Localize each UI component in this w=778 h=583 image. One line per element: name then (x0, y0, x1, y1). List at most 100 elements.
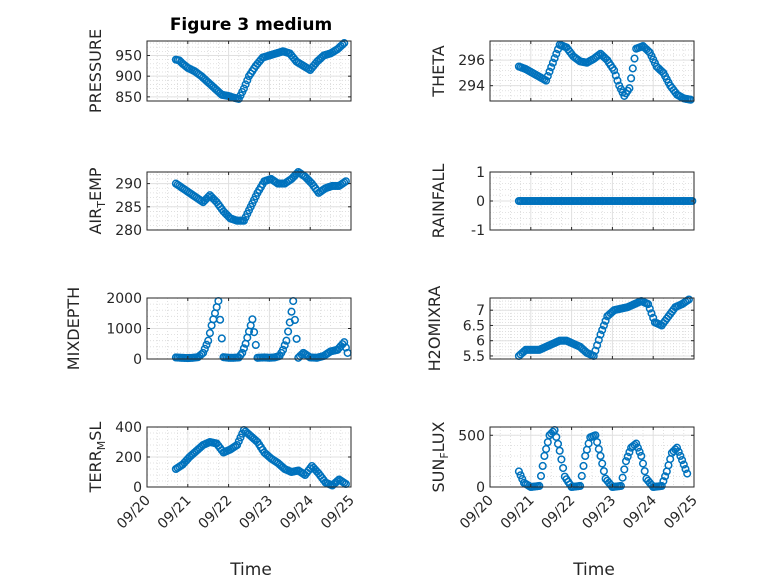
data-point-interp (681, 465, 690, 474)
data-point-interp (559, 463, 568, 473)
data-point-interp (645, 304, 654, 313)
data-point (340, 338, 349, 347)
data-point (535, 481, 544, 491)
data-point (657, 481, 666, 491)
y-tick-label: 200 (115, 450, 142, 466)
y-tick-label: 290 (115, 177, 142, 193)
subplot-left-1: 850 900 950 PRESSURE (86, 29, 352, 113)
data-point-interp (547, 63, 556, 72)
y-axis-label-subscript: M (95, 441, 108, 451)
x-ticks (489, 41, 695, 101)
data-point (278, 345, 288, 354)
y-axis-label-part: SUN (429, 459, 448, 493)
minor-grid (490, 171, 694, 231)
data-point-interp (661, 472, 670, 481)
data-point (576, 481, 585, 491)
data-point (596, 330, 605, 339)
figure-title: Figure 3 medium (170, 15, 332, 35)
data-point-interp (635, 447, 644, 456)
data-point-interp (627, 74, 636, 83)
major-grid (147, 41, 351, 101)
data-point (610, 66, 619, 75)
x-ticks (489, 298, 695, 359)
data-point (555, 446, 564, 455)
panels: 850 900 950 PRESSURE 294 296 THETA 280 285 290 AIR… (64, 29, 701, 532)
data-point (233, 440, 242, 450)
data-point-interp (550, 54, 559, 63)
y-tick-label: 0 (476, 194, 485, 210)
x-axis-label-left: Time (229, 560, 272, 580)
major-grid (490, 41, 694, 101)
y-tick-label: 6.5 (463, 318, 485, 334)
y-tick-label: 5.5 (463, 349, 485, 365)
data-point-interp (204, 192, 213, 201)
data-point-interp (618, 473, 627, 482)
data-point-interp (251, 340, 260, 350)
data-point-interp (557, 455, 566, 464)
data-point-interp (593, 341, 602, 350)
data-point-interp (543, 72, 552, 81)
data-point-interp (243, 76, 252, 85)
data-point-interp (594, 50, 603, 60)
y-axis-label-part: SL (86, 422, 105, 441)
data-point-interp (552, 49, 561, 58)
y-axis-label: MIXDEPTH (64, 287, 83, 370)
data-point (239, 84, 248, 93)
data-point-interp (647, 309, 656, 318)
series-markers (514, 196, 697, 206)
y-tick-label: 0 (133, 352, 142, 368)
y-axis-label: AIRTEMP (86, 167, 108, 234)
data-point-interp (284, 327, 293, 336)
data-point-interp (538, 461, 547, 471)
data-point-interp (598, 325, 607, 335)
data-point (199, 348, 208, 357)
data-point-interp (598, 459, 607, 468)
y-tick-label: 7 (476, 303, 485, 319)
data-point-interp (594, 335, 603, 344)
y-tick-label: 500 (458, 428, 485, 444)
series-markers (514, 426, 692, 492)
y-axis-label: SUNFLUX (429, 421, 451, 492)
data-point-interp (239, 344, 248, 353)
y-tick-label: 280 (115, 223, 142, 239)
data-point (621, 457, 631, 466)
y-axis-label: PRESSURE (86, 29, 105, 113)
data-point-interp (659, 477, 668, 486)
data-point (678, 456, 687, 465)
y-axis-label-subscript: F (438, 452, 451, 458)
data-point-interp (620, 465, 629, 474)
data-point-interp (280, 341, 289, 350)
data-point-interp (676, 451, 685, 461)
axes-box (146, 171, 352, 231)
data-point-interp (679, 460, 688, 469)
y-axis-label-subscript: T (95, 201, 108, 209)
series-markers (514, 295, 693, 361)
data-point (548, 58, 557, 67)
data-point-interp (287, 307, 296, 316)
y-tick-label: 0 (476, 480, 485, 496)
y-tick-label: 900 (115, 69, 142, 85)
data-point-interp (292, 334, 301, 343)
data-point (514, 467, 523, 476)
data-point (672, 443, 682, 452)
data-point (632, 439, 641, 448)
data-point (616, 481, 625, 491)
axes-box (489, 297, 695, 360)
data-point-interp (545, 67, 554, 76)
y-tick-label: 296 (458, 53, 485, 69)
y-tick-label: -1 (471, 223, 485, 239)
data-point-interp (591, 346, 600, 355)
data-point-interp (630, 54, 639, 63)
series-markers (514, 40, 695, 104)
y-tick-label: 6 (476, 334, 485, 350)
series-markers (171, 425, 350, 490)
data-point-interp (241, 80, 250, 89)
subplot-right-2: -1 0 1 RAINFALL (429, 164, 697, 239)
y-tick-label: 285 (115, 200, 142, 216)
data-point (683, 469, 692, 478)
data-point-interp (628, 64, 637, 73)
y-axis-label-part: AIR (86, 208, 105, 235)
y-axis-label-part: TERR (86, 450, 105, 493)
data-point-interp (234, 437, 243, 446)
